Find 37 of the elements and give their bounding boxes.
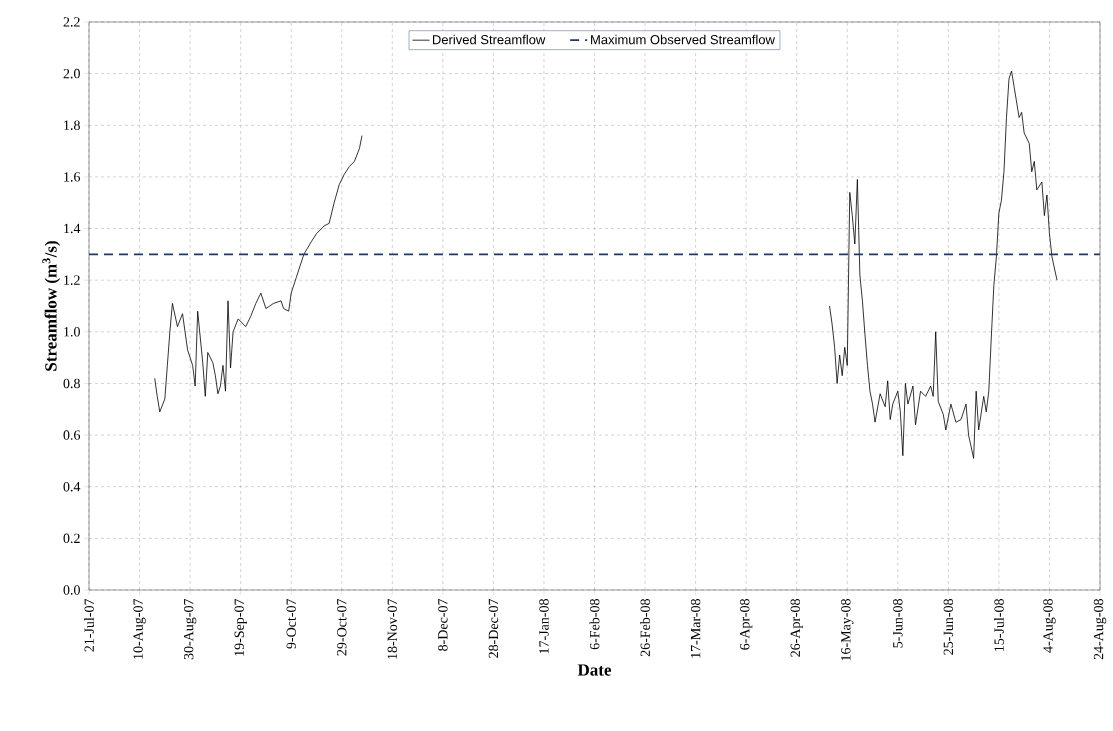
y-tick-label: 1.8 [64, 120, 80, 131]
y-tick-label: 0.4 [63, 481, 81, 492]
y-axis-title: Streamflow (m$^{3}$/s) [42, 241, 61, 371]
y-tick-label: 1.2 [64, 275, 80, 285]
x-tick-label: 29-Oct-07 [337, 598, 347, 656]
x-tick-label: 6-Apr-08 [740, 599, 753, 650]
y-tick-label: 0.8 [63, 378, 80, 389]
x-tick-label: 5-Jun-08 [893, 599, 903, 648]
x-tick-label: 25-Jun-08 [943, 599, 954, 655]
x-tick-label: 8-Dec-07 [438, 598, 448, 651]
x-tick-label: 9-Oct-07 [286, 598, 296, 649]
x-tick-label: 17-Jan-08 [539, 599, 549, 654]
y-tick-label: 1.0 [64, 327, 80, 337]
x-tick-label: 26-Feb-08 [640, 599, 650, 657]
y-tick-label: 0.2 [63, 533, 80, 544]
x-tick-label: 30-Aug-07 [183, 598, 197, 660]
y-tick-label: 0.6 [63, 430, 81, 440]
legend-label: Derived Streamflow [432, 34, 546, 45]
x-tick-label: 21-Jul-07 [84, 598, 94, 652]
y-tick-label: 1.4 [64, 223, 81, 234]
x-tick-label: 28-Dec-07 [488, 598, 499, 658]
x-tick-label: 24-Aug-08 [1093, 599, 1107, 660]
y-tick-label: 2.0 [63, 68, 80, 79]
x-tick-label: 19-Sep-07 [234, 598, 247, 656]
x-tick-label: 26-Apr-08 [790, 599, 803, 657]
x-tick-label: 6-Feb-08 [589, 599, 600, 650]
x-tick-label: 17-Mar-08 [690, 599, 701, 658]
y-tick-label: 1.6 [64, 172, 81, 182]
y-tick-label: 0.0 [63, 585, 80, 595]
x-axis-title: Date [577, 664, 612, 676]
y-tick-label: 2.2 [63, 17, 80, 27]
x-tick-label: 4-Aug-08 [1043, 599, 1056, 653]
x-tick-label: 16-May-08 [841, 599, 854, 661]
legend-label: Maximum Observed Streamflow [591, 34, 775, 45]
x-tick-label: 18-Nov-07 [387, 598, 398, 659]
x-tick-label: 15-Jul-08 [993, 599, 1004, 651]
x-tick-label: 10-Aug-07 [133, 598, 146, 659]
